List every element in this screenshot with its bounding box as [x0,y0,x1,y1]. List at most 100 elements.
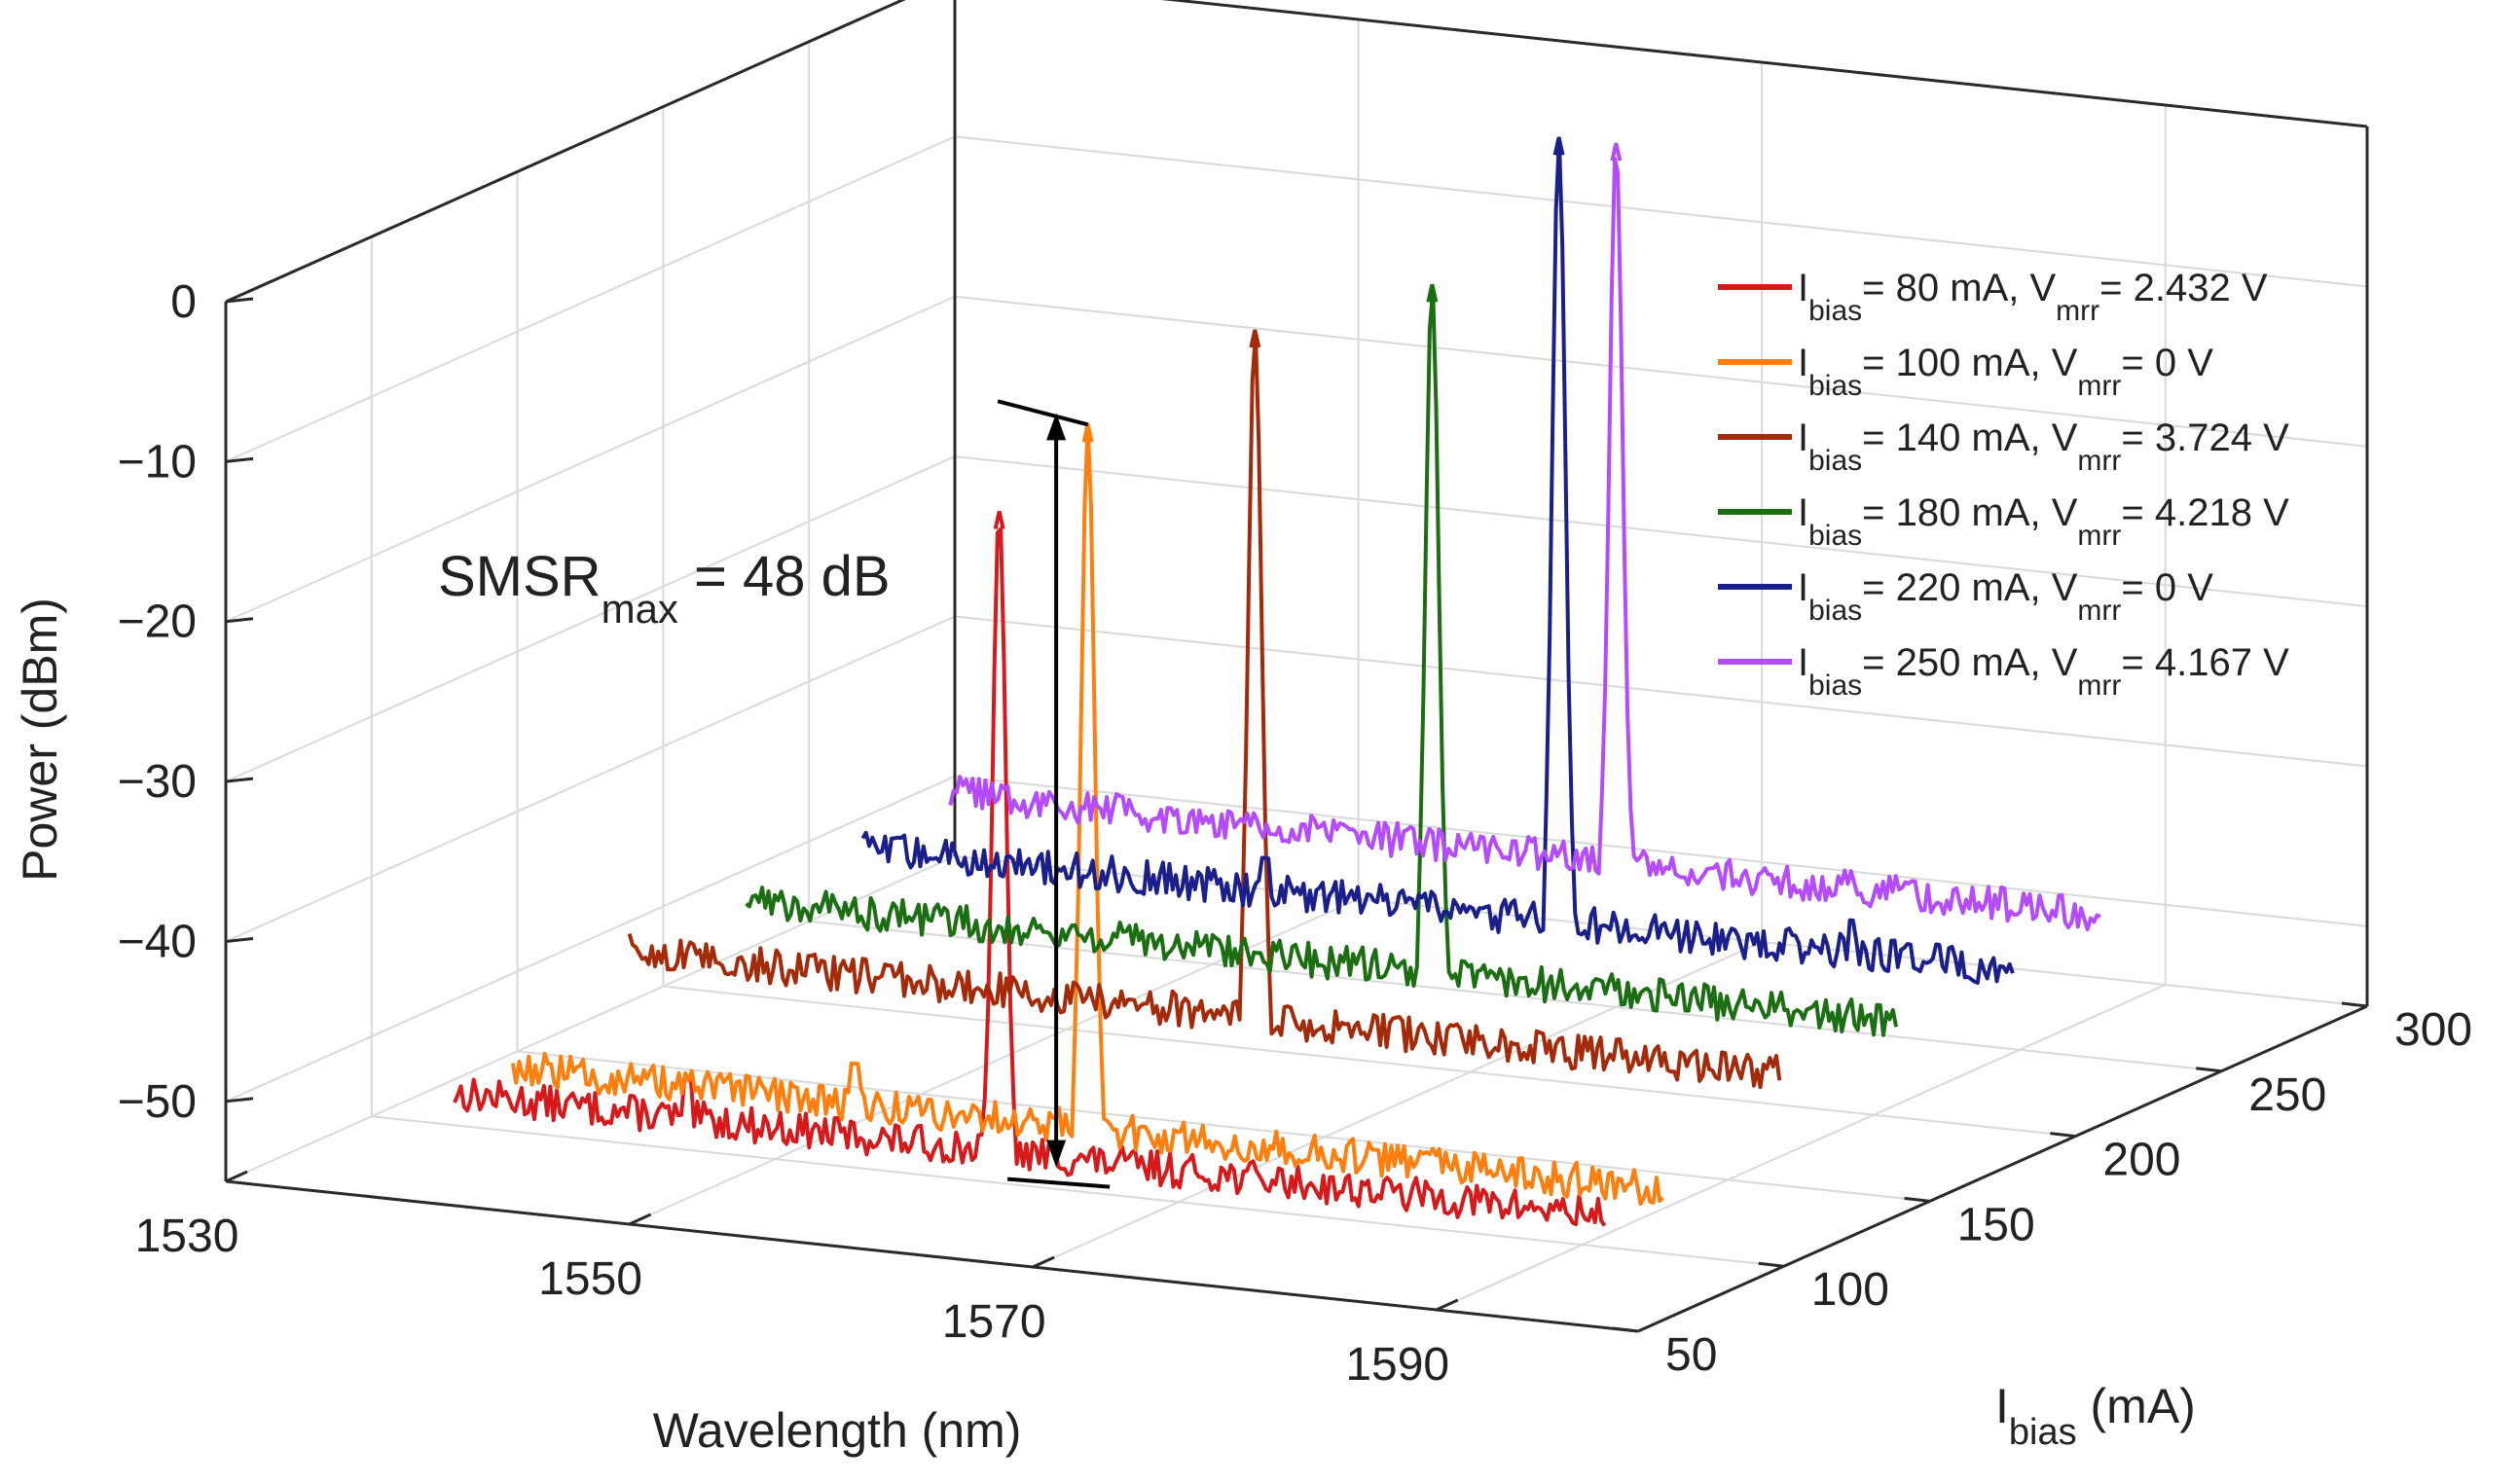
legend-tail: = 4.167 V [2121,641,2289,684]
z-tick-mark [225,936,254,943]
legend-tail: = 0 V [2121,342,2213,384]
z-tick-label: −40 [118,916,197,967]
legend-entry: Ibias= 140 mA, Vmrr= 3.724 V [1798,416,2289,477]
smsr-bottom-line [1006,1176,1111,1189]
legend-entry: Ibias= 180 mA, Vmrr= 4.218 V [1798,491,2289,552]
smsr-label-tail: = 48 dB [678,545,891,608]
y-tick-label: 100 [1811,1264,1889,1316]
legend-entry: Ibias= 80 mA, Vmrr= 2.432 V [1798,267,2268,327]
grid-line-x-floor [225,855,956,1182]
grid-line-z-back [954,135,2368,288]
grid-line-z-back [1165,0,2368,127]
legend-i: I [1798,641,1808,684]
legend-mid: = 140 mA, V [1862,416,2078,459]
tick-labels: 0 −10 −20 −30 −40 −50 1530 1550 1570 1590 50 100 150… [118,276,2473,1391]
y-axis-line [1637,1004,2368,1333]
z-tick-label: −50 [118,1076,197,1128]
legend-tail: = 4.218 V [2121,491,2289,534]
smsr-label-main: SMSR [438,545,602,608]
grid-line-z-back [954,615,2368,768]
z-tick-mark [225,777,254,783]
legend-v-sub: mrr [2077,370,2121,402]
legend-mid: = 180 mA, V [1862,491,2078,534]
legend-i: I [1798,416,1808,459]
grid-line-y-floor [663,985,2076,1138]
grid-line-z-side [225,295,956,623]
x-tick-mark [628,1213,652,1226]
legend-tail: = 3.724 V [2121,416,2289,459]
x-tick-mark [1032,1255,1055,1269]
legend-mid: = 220 mA, V [1862,566,2078,609]
smsr-annotation: SMSRmax = 48 dB [438,399,1111,1189]
legend-v-sub: mrr [2077,445,2121,477]
legend-i-sub: bias [1808,445,1862,477]
z-axis-label: Power (dBm) [13,597,67,882]
grid-line-z-side [225,0,905,303]
legend-v-sub: mrr [2077,670,2121,702]
axis-labels: Wavelength (nm) Power (dBm) Ibias (mA) [13,597,2196,1458]
series-line [453,526,1607,1227]
grid-line-y-floor [809,920,2222,1072]
grid-line-z-side [225,135,956,463]
x-tick-mark [225,1170,248,1183]
z-tick-label: −20 [118,597,197,648]
grid-line-z-back [954,295,2368,448]
legend-mid: = 100 mA, V [1862,342,2078,384]
x-axis-label: Wavelength (nm) [653,1403,1022,1458]
series-peak [1552,136,1565,156]
grid-line-z-side [225,775,956,1103]
axes [224,0,2369,1333]
legend-entry: Ibias= 250 mA, Vmrr= 4.167 V [1798,641,2289,702]
legend-i-sub: bias [1808,370,1862,402]
z-tick-label: −10 [118,436,197,488]
y-tick-label: 250 [2248,1069,2326,1121]
z-tick-label: 0 [170,276,197,328]
y-tick-mark [1904,1196,1930,1203]
legend-i-sub: bias [1808,295,1862,327]
y-tick-mark [2050,1132,2076,1139]
y-tick-label: 200 [2102,1135,2180,1186]
z-tick-mark [225,617,254,624]
legend-i: I [1798,342,1808,384]
series-peak [993,511,1005,529]
smsr-arrow-head-top [1046,413,1067,441]
grid-line-x-floor [629,898,1359,1225]
series-peak [1610,142,1623,162]
series-peak [1249,329,1261,348]
z-tick-mark [225,297,254,304]
x-axis-line [225,1179,1639,1333]
legend-mid: = 250 mA, V [1862,641,2078,684]
legend-entry: Ibias= 220 mA, Vmrr= 0 V [1798,566,2213,627]
x-tick-label: 1530 [135,1211,239,1262]
x-tick-mark [1436,1298,1459,1312]
y-tick-mark [2341,1001,2368,1008]
y-tick-mark [1758,1261,1784,1268]
box-edge-top-back [1160,0,2368,128]
series-line [948,157,2101,932]
legend-mid: = 80 mA, V [1862,267,2056,309]
box-edge-top-left [225,0,906,304]
smsr-top-line [997,399,1089,427]
z-tick-label: −30 [118,756,197,808]
legend-i: I [1798,491,1808,534]
legend-v-sub: mrr [2056,295,2099,327]
legend-i-sub: bias [1808,595,1862,627]
smsr-arrow-head-bottom [1046,1140,1067,1168]
smsr-label-sub: max [602,586,678,632]
x-tick-label: 1550 [538,1253,642,1305]
x-tick-label: 1570 [942,1296,1046,1348]
y-tick-label: 150 [1957,1199,2035,1250]
smsr-label: SMSRmax = 48 dB [438,545,891,632]
legend-tail: = 0 V [2121,566,2213,609]
legend-i-sub: bias [1808,520,1862,552]
series-line [745,288,1899,1037]
legend-entry: Ibias= 100 mA, Vmrr= 0 V [1798,342,2213,402]
x-tick-label: 1590 [1345,1339,1449,1391]
z-tick-mark [225,456,254,463]
y-axis-label-sub: bias [2009,1412,2077,1453]
grid-line-z-side [225,615,956,943]
y-axis-label-main: I [1995,1379,2009,1433]
z-tick-mark [225,1097,254,1104]
